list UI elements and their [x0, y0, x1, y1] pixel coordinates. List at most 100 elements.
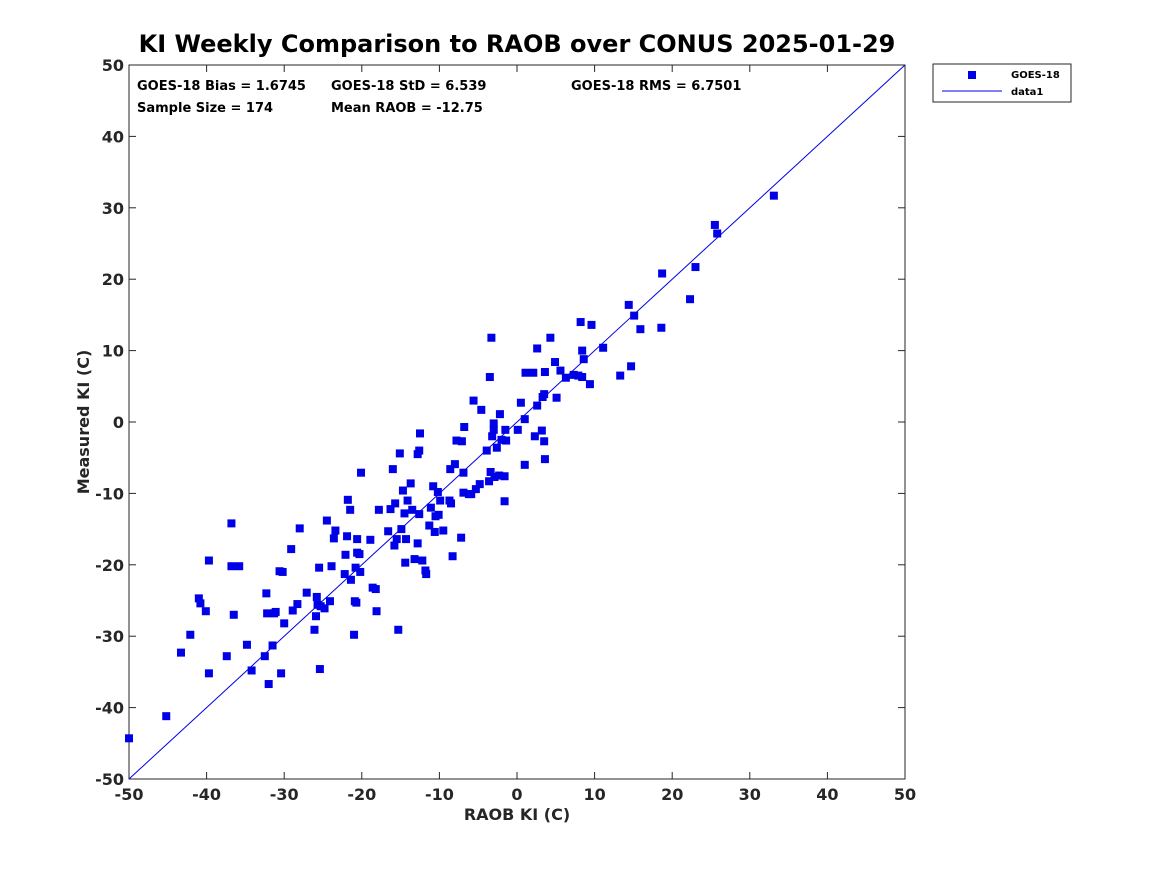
data-point — [469, 396, 478, 405]
data-point — [576, 318, 585, 327]
data-point — [222, 652, 231, 661]
data-point — [561, 373, 570, 382]
stat-bias: GOES-18 Bias = 1.6745 — [137, 79, 306, 94]
data-point — [384, 527, 393, 536]
stat-sample-size: Sample Size = 174 — [137, 101, 273, 116]
data-point — [327, 562, 336, 571]
data-point — [176, 648, 185, 657]
data-point — [513, 425, 522, 434]
data-point — [371, 585, 380, 594]
data-point — [372, 607, 381, 616]
data-point — [520, 415, 529, 424]
data-point — [350, 630, 359, 639]
data-point — [540, 368, 549, 377]
data-point — [556, 366, 565, 375]
data-point — [485, 477, 494, 486]
data-point — [227, 562, 236, 571]
x-tick-label: -10 — [425, 785, 454, 804]
data-point — [356, 567, 365, 576]
data-point — [487, 333, 496, 342]
data-point — [302, 588, 311, 597]
legend-label-data1: data1 — [1011, 87, 1043, 98]
data-point — [312, 612, 321, 621]
data-point — [204, 556, 213, 565]
data-point — [769, 191, 778, 200]
chart-title: KI Weekly Comparison to RAOB over CONUS … — [139, 30, 896, 58]
x-tick-label: 50 — [894, 785, 916, 804]
y-tick-label: -50 — [95, 770, 124, 789]
x-tick-label: 0 — [511, 785, 522, 804]
x-tick-label: 30 — [739, 785, 761, 804]
data-point — [391, 499, 400, 508]
data-point — [278, 567, 287, 576]
y-tick-label: 50 — [102, 56, 124, 75]
data-point — [658, 269, 667, 278]
data-point — [475, 480, 484, 489]
data-point — [429, 482, 438, 491]
data-point — [520, 460, 529, 469]
data-point — [500, 497, 509, 506]
y-tick-label: -40 — [95, 699, 124, 718]
data-point — [529, 368, 538, 377]
data-point — [569, 370, 578, 379]
data-point — [713, 229, 722, 238]
data-point — [268, 641, 277, 650]
data-point — [162, 712, 171, 721]
data-point — [457, 437, 466, 446]
data-point — [263, 609, 272, 618]
data-point — [386, 505, 395, 514]
data-point — [418, 556, 427, 565]
data-point — [242, 640, 251, 649]
stat-rms: GOES-18 RMS = 6.7501 — [571, 79, 741, 94]
y-tick-label: 0 — [113, 413, 124, 432]
data-point — [691, 263, 700, 272]
data-point — [537, 426, 546, 435]
data-point — [288, 606, 297, 615]
data-point — [482, 446, 491, 455]
data-point — [343, 495, 352, 504]
data-point — [489, 425, 498, 434]
data-point — [264, 680, 273, 689]
data-point — [546, 333, 555, 342]
data-point — [540, 390, 549, 399]
legend-label-goes18: GOES-18 — [1011, 70, 1060, 81]
data-point — [401, 558, 410, 567]
data-point — [495, 410, 504, 419]
data-point — [204, 669, 213, 678]
legend: GOES-18 data1 — [932, 63, 1072, 103]
data-point — [530, 432, 539, 441]
data-point — [315, 563, 324, 572]
data-point — [467, 490, 476, 499]
data-point — [352, 598, 361, 607]
data-point — [325, 597, 334, 606]
data-point — [280, 619, 289, 628]
x-tick-label: 10 — [583, 785, 605, 804]
data-point — [495, 471, 504, 480]
data-point — [459, 468, 468, 477]
y-axis-ticks: -50 -40 -30 -20 -10 0 10 20 30 40 50 — [95, 56, 905, 789]
data-point — [448, 552, 457, 561]
data-point — [229, 610, 238, 619]
data-point — [540, 437, 549, 446]
data-point — [585, 380, 594, 389]
data-point — [329, 534, 338, 543]
data-point — [277, 669, 286, 678]
data-point — [490, 472, 499, 481]
data-point — [459, 488, 468, 497]
data-point — [630, 311, 639, 320]
data-point — [410, 555, 419, 564]
data-point — [388, 465, 397, 474]
data-point — [400, 509, 409, 518]
data-point — [457, 533, 466, 542]
data-point — [395, 449, 404, 458]
data-point — [262, 589, 271, 598]
data-point — [579, 355, 588, 364]
data-point — [416, 429, 424, 438]
data-point — [322, 516, 331, 525]
data-point — [489, 419, 498, 428]
data-markers — [125, 191, 778, 743]
stat-mean-raob: Mean RAOB = -12.75 — [331, 101, 483, 116]
data-point — [439, 526, 448, 535]
data-point — [587, 320, 596, 329]
data-point — [398, 486, 407, 495]
